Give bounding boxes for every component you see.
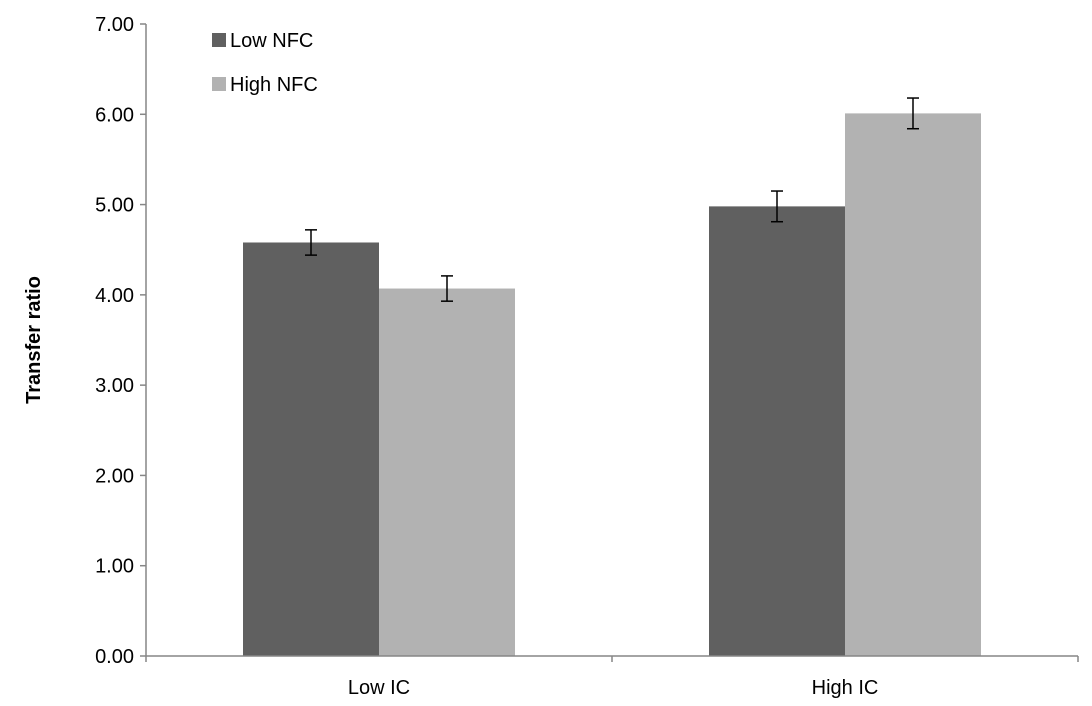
y-axis-ticks: 0.00 1.00 2.00 3.00 4.00 5.00 6.00 7.00 [95,14,1079,668]
y-tick-label: 1.00 [95,556,134,578]
legend-swatch [212,77,226,91]
bar-low-nfc-low-ic [243,242,379,656]
bar-high-nfc-low-ic [379,288,515,656]
y-tick-label: 5.00 [95,195,134,217]
x-axis-categories: Low IC High IC [348,677,878,699]
y-tick-label: 0.00 [95,646,134,668]
y-tick-label: 4.00 [95,285,134,307]
y-tick-label: 6.00 [95,104,134,126]
y-tick-label: 3.00 [95,375,134,397]
error-bars [305,97,919,302]
x-category-label: Low IC [348,677,410,699]
y-tick-label: 2.00 [95,465,134,487]
y-tick-label: 7.00 [95,14,134,36]
x-category-label: High IC [812,677,879,699]
y-axis-title: Transfer ratio [23,276,45,404]
legend-label: Low NFC [230,30,313,52]
legend-label: High NFC [230,74,318,96]
bar-low-nfc-high-ic [709,206,845,656]
bar-high-nfc-high-ic [845,113,981,656]
legend: Low NFC High NFC [212,30,318,96]
bars [243,113,981,656]
legend-swatch [212,33,226,47]
